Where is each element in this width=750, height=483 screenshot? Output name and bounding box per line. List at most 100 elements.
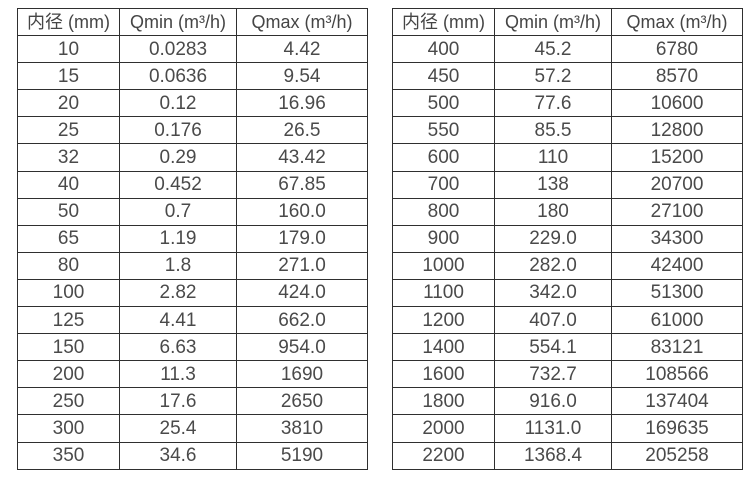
table-row: 100 2.82 424.0	[17, 278, 368, 308]
table-cell: 407.0	[494, 306, 612, 335]
table-cell: 1100	[392, 278, 495, 308]
table-cell: 342.0	[494, 278, 612, 308]
table-cell: 125	[17, 306, 120, 335]
table-row: 2200 1368.4 205258	[392, 441, 743, 470]
table-cell: 0.176	[119, 116, 237, 145]
table-cell: 554.1	[494, 333, 612, 362]
flow-rate-table-large-diameters: 内径 (mm) Qmin (m³/h) Qmax (m³/h) 400 45.2 6780…	[392, 7, 743, 470]
table-cell: 77.6	[494, 89, 612, 118]
table-cell: 32	[17, 143, 120, 172]
table-cell: 25	[17, 116, 120, 145]
table-cell: 450	[392, 62, 495, 91]
table-cell: 2000	[392, 414, 495, 443]
table-row: 1400 554.1 83121	[392, 333, 743, 362]
table-cell: 1.8	[119, 251, 237, 280]
column-header: Qmin (m³/h)	[119, 7, 237, 37]
table-cell: 0.12	[119, 89, 237, 118]
table-cell: 57.2	[494, 62, 612, 91]
table-row: 15 0.0636 9.54	[17, 62, 368, 91]
table-cell: 180	[494, 197, 612, 226]
table-cell: 250	[17, 387, 120, 416]
table-cell: 732.7	[494, 360, 612, 389]
table-cell: 2650	[236, 387, 368, 416]
header-row: 内径 (mm) Qmin (m³/h) Qmax (m³/h)	[17, 7, 368, 37]
header-row: 内径 (mm) Qmin (m³/h) Qmax (m³/h)	[392, 7, 743, 37]
table-cell: 1000	[392, 251, 495, 280]
table-cell: 1.19	[119, 224, 237, 253]
table-cell: 954.0	[236, 333, 368, 362]
table-cell: 67.85	[236, 170, 368, 199]
table-cell: 0.0283	[119, 35, 237, 64]
table-cell: 1800	[392, 387, 495, 416]
table-cell: 5190	[236, 441, 368, 470]
table-cell: 20700	[611, 170, 743, 199]
table-cell: 4.41	[119, 306, 237, 335]
table-cell: 40	[17, 170, 120, 199]
table-cell: 200	[17, 360, 120, 389]
table-row: 32 0.29 43.42	[17, 143, 368, 172]
table-cell: 1200	[392, 306, 495, 335]
table-row: 10 0.0283 4.42	[17, 35, 368, 64]
table-cell: 137404	[611, 387, 743, 416]
table-cell: 6.63	[119, 333, 237, 362]
table-cell: 662.0	[236, 306, 368, 335]
table-cell: 282.0	[494, 251, 612, 280]
table-row: 450 57.2 8570	[392, 62, 743, 91]
table-row: 25 0.176 26.5	[17, 116, 368, 145]
table-row: 400 45.2 6780	[392, 35, 743, 64]
table-cell: 12800	[611, 116, 743, 145]
table-cell: 300	[17, 414, 120, 443]
table-cell: 138	[494, 170, 612, 199]
table-cell: 15200	[611, 143, 743, 172]
table-cell: 9.54	[236, 62, 368, 91]
table-row: 1200 407.0 61000	[392, 306, 743, 335]
table-cell: 85.5	[494, 116, 612, 145]
table-row: 1800 916.0 137404	[392, 387, 743, 416]
table-cell: 1131.0	[494, 414, 612, 443]
column-header: Qmax (m³/h)	[611, 7, 743, 37]
table-cell: 4.42	[236, 35, 368, 64]
table-row: 700 138 20700	[392, 170, 743, 199]
table-cell: 80	[17, 251, 120, 280]
table-cell: 2.82	[119, 278, 237, 308]
table-row: 150 6.63 954.0	[17, 333, 368, 362]
table-cell: 1600	[392, 360, 495, 389]
table-row: 40 0.452 67.85	[17, 170, 368, 199]
table-cell: 51300	[611, 278, 743, 308]
table-row: 300 25.4 3810	[17, 414, 368, 443]
table-cell: 8570	[611, 62, 743, 91]
column-header: Qmin (m³/h)	[494, 7, 612, 37]
table-cell: 1368.4	[494, 441, 612, 470]
column-header: Qmax (m³/h)	[236, 7, 368, 37]
table-cell: 20	[17, 89, 120, 118]
table-cell: 900	[392, 224, 495, 253]
table-row: 800 180 27100	[392, 197, 743, 226]
table-cell: 500	[392, 89, 495, 118]
table-cell: 229.0	[494, 224, 612, 253]
table-cell: 42400	[611, 251, 743, 280]
table-row: 600 110 15200	[392, 143, 743, 172]
table-cell: 43.42	[236, 143, 368, 172]
table-cell: 600	[392, 143, 495, 172]
table-cell: 34300	[611, 224, 743, 253]
table-row: 80 1.8 271.0	[17, 251, 368, 280]
table-cell: 424.0	[236, 278, 368, 308]
table-cell: 271.0	[236, 251, 368, 280]
table-cell: 27100	[611, 197, 743, 226]
table-cell: 700	[392, 170, 495, 199]
table-row: 200 11.3 1690	[17, 360, 368, 389]
table-row: 65 1.19 179.0	[17, 224, 368, 253]
table-cell: 150	[17, 333, 120, 362]
table-cell: 61000	[611, 306, 743, 335]
table-row: 250 17.6 2650	[17, 387, 368, 416]
table-cell: 350	[17, 441, 120, 470]
table-cell: 0.29	[119, 143, 237, 172]
column-header: 内径 (mm)	[392, 7, 495, 37]
table-cell: 17.6	[119, 387, 237, 416]
table-row: 900 229.0 34300	[392, 224, 743, 253]
table-row: 2000 1131.0 169635	[392, 414, 743, 443]
table-row: 1000 282.0 42400	[392, 251, 743, 280]
table-cell: 800	[392, 197, 495, 226]
table-cell: 110	[494, 143, 612, 172]
